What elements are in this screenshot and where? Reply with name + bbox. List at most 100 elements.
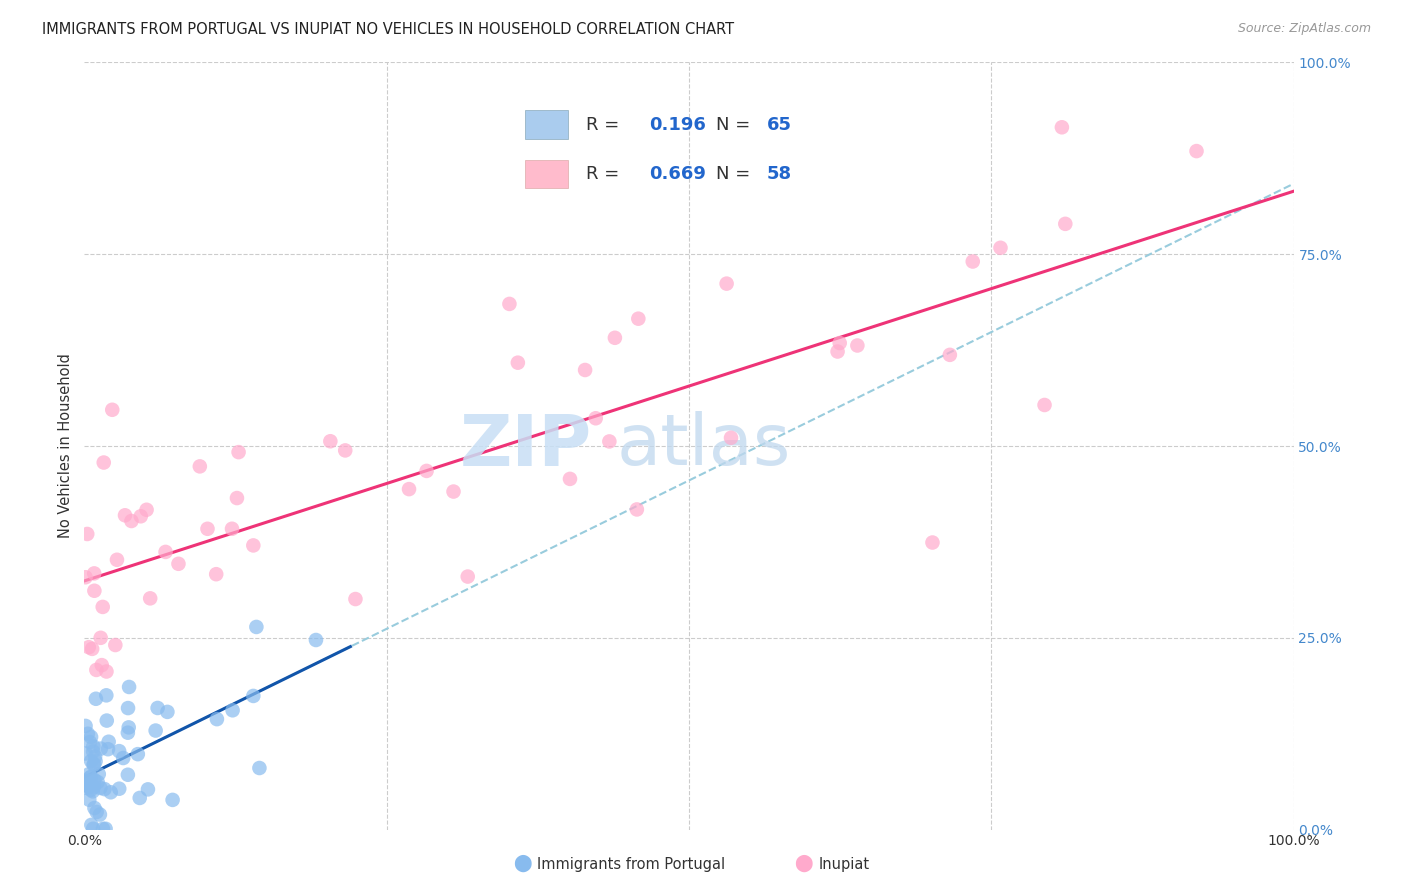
Text: 0.196: 0.196: [650, 116, 706, 134]
Point: [77, 640, 100, 655]
Point: [129, 509, 152, 524]
Point: [97, 742, 120, 756]
Point: [75, 773, 97, 788]
Point: [84, 691, 107, 706]
Text: 65: 65: [768, 116, 792, 134]
Point: [228, 445, 250, 459]
Point: [89, 807, 111, 822]
Text: R =: R =: [586, 165, 624, 183]
Point: [344, 592, 367, 607]
Point: [84, 749, 107, 764]
Point: [96, 665, 118, 679]
Point: [114, 508, 136, 523]
Point: [155, 545, 177, 559]
Point: [83, 583, 105, 598]
Point: [221, 703, 243, 717]
Point: [93, 782, 115, 797]
Point: [83, 772, 105, 787]
Point: [585, 411, 607, 425]
Point: [598, 434, 620, 449]
FancyBboxPatch shape: [526, 111, 568, 139]
Text: R =: R =: [586, 116, 624, 134]
Point: [83, 801, 105, 815]
Point: [79, 770, 101, 784]
Text: 0.669: 0.669: [650, 165, 706, 183]
Text: Source: ZipAtlas.com: Source: ZipAtlas.com: [1237, 22, 1371, 36]
Point: [87, 767, 110, 781]
Point: [100, 785, 122, 799]
Point: [104, 638, 127, 652]
Point: [86, 805, 108, 819]
Point: [97, 735, 120, 749]
Point: [720, 431, 742, 445]
Point: [335, 443, 357, 458]
Point: [939, 348, 962, 362]
Point: [89, 780, 111, 795]
Point: [108, 744, 131, 758]
Point: [84, 754, 107, 768]
Point: [77, 780, 100, 794]
Point: [117, 701, 139, 715]
Point: [86, 663, 108, 677]
Point: [603, 331, 626, 345]
Point: [75, 780, 97, 795]
Text: ⬤: ⬤: [513, 855, 531, 872]
Point: [101, 402, 124, 417]
Point: [108, 781, 131, 796]
Point: [112, 751, 135, 765]
Text: atlas: atlas: [616, 411, 790, 481]
Text: Immigrants from Portugal: Immigrants from Portugal: [537, 857, 725, 872]
Point: [226, 491, 249, 505]
Point: [105, 553, 128, 567]
Point: [1050, 120, 1073, 135]
Point: [91, 822, 114, 836]
Point: [162, 793, 184, 807]
Point: [96, 689, 118, 703]
Point: [846, 338, 869, 352]
Point: [80, 754, 103, 768]
Point: [828, 336, 851, 351]
Point: [146, 701, 169, 715]
Point: [75, 778, 97, 792]
Point: [75, 570, 97, 584]
Point: [80, 730, 103, 744]
Point: [118, 680, 141, 694]
Point: [90, 741, 112, 756]
Point: [1033, 398, 1056, 412]
Point: [128, 791, 150, 805]
Point: [145, 723, 167, 738]
Point: [83, 757, 105, 772]
Point: [83, 757, 105, 772]
Point: [574, 363, 596, 377]
Point: [117, 768, 139, 782]
Point: [242, 689, 264, 703]
Text: ⬤: ⬤: [794, 855, 813, 872]
Point: [716, 277, 738, 291]
Point: [156, 705, 179, 719]
Point: [962, 254, 984, 268]
Point: [627, 311, 650, 326]
Text: N =: N =: [716, 116, 755, 134]
Point: [443, 484, 465, 499]
Point: [398, 482, 420, 496]
Point: [245, 620, 267, 634]
Point: [77, 767, 100, 781]
Point: [249, 761, 271, 775]
Point: [305, 632, 328, 647]
Point: [90, 658, 112, 673]
Text: N =: N =: [716, 165, 755, 183]
Point: [76, 776, 98, 790]
Point: [91, 599, 114, 614]
Point: [75, 719, 97, 733]
Point: [117, 725, 139, 739]
Point: [82, 745, 104, 759]
Point: [120, 514, 142, 528]
Point: [83, 566, 105, 581]
Point: [188, 459, 211, 474]
FancyBboxPatch shape: [526, 160, 568, 188]
Point: [83, 780, 105, 794]
Point: [82, 641, 104, 656]
Point: [80, 782, 103, 797]
Point: [139, 591, 162, 606]
Point: [167, 557, 190, 571]
